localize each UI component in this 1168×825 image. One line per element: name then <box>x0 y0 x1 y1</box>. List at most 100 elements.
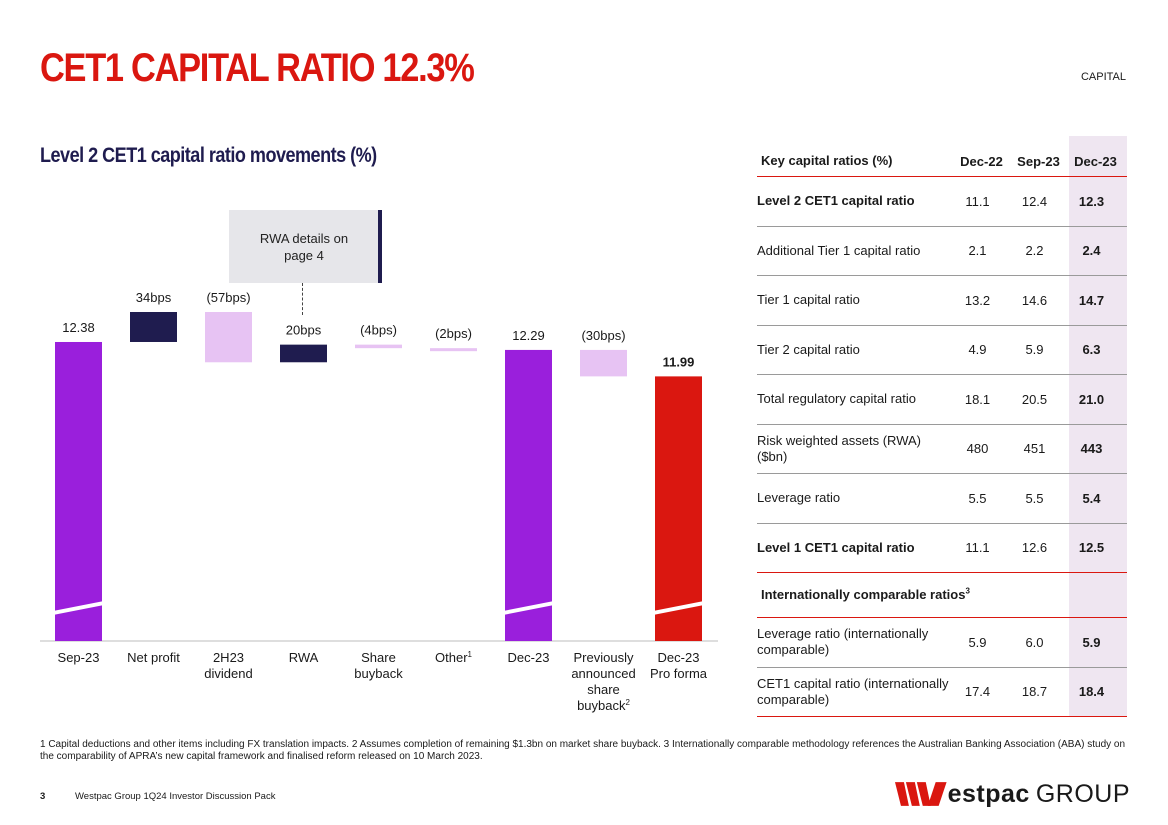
key-capital-ratios-table: Key capital ratios (%) Dec-22 Sep-23 Dec… <box>757 146 1127 717</box>
footnote-ref-3: 3 <box>965 586 970 596</box>
bar-5 <box>430 348 477 352</box>
x-tick-label: RWA <box>289 650 319 665</box>
table-row: Additional Tier 1 capital ratio 2.1 2.2 2.4 <box>757 227 1127 276</box>
table-row: Risk weighted assets (RWA) ($bn) 480 451 44… <box>757 425 1127 474</box>
x-tick-label: share <box>587 682 620 697</box>
cell-dec23: 2.4 <box>1082 243 1101 259</box>
table-header-label: Key capital ratios (%) <box>761 153 893 168</box>
cell-dec23: 21.0 <box>1078 391 1105 407</box>
westpac-w-icon <box>895 782 947 806</box>
table-header-sep23: Sep-23 <box>1017 153 1060 169</box>
document-name: Westpac Group 1Q24 Investor Discussion P… <box>75 791 276 802</box>
x-tick-label: Net profit <box>127 650 180 665</box>
rwa-callout-box: RWA details on page 4 <box>229 210 379 283</box>
cell-dec22: 5.5 <box>968 490 987 506</box>
dec23-column-highlight <box>1069 136 1127 716</box>
cell-sep23: 12.4 <box>1021 193 1048 209</box>
callout-accent-bar <box>378 210 382 283</box>
cell-dec23: 5.9 <box>1082 634 1101 650</box>
cell-dec22: 18.1 <box>964 391 991 407</box>
data-label: 34bps <box>136 290 172 305</box>
cell-dec23: 6.3 <box>1082 342 1101 358</box>
westpac-wordmark: estpac GROUP <box>948 780 1130 809</box>
bar-0 <box>55 341 102 641</box>
cell-sep23: 6.0 <box>1025 634 1044 650</box>
bar-6 <box>505 349 552 641</box>
cell-dec22: 480 <box>966 441 989 457</box>
x-tick-label: buyback <box>354 666 403 681</box>
intl-header-row: Internationally comparable ratios3 <box>757 573 1127 618</box>
cell-sep23: 14.6 <box>1021 292 1048 308</box>
cell-dec22: 4.9 <box>968 342 987 358</box>
row-label: Tier 2 capital ratio <box>757 341 860 357</box>
page-title: CET1 CAPITAL RATIO 12.3% <box>40 46 475 90</box>
data-label: (2bps) <box>435 326 472 341</box>
cell-sep23: 451 <box>1023 441 1046 457</box>
table-row: Level 1 CET1 capital ratio 11.1 12.6 12.5 <box>757 524 1127 573</box>
row-label: Leverage ratio (internationally comparab… <box>757 626 929 658</box>
x-tick-label: buyback2 <box>577 698 630 713</box>
intl-table-body: Leverage ratio (internationally comparab… <box>757 618 1127 717</box>
bar-8 <box>655 376 702 641</box>
table-header-dec23: Dec-23 <box>1074 153 1117 169</box>
footnotes: 1 Capital deductions and other items inc… <box>40 739 1126 762</box>
table-header-dec22: Dec-22 <box>960 153 1003 169</box>
row-label: Level 1 CET1 capital ratio <box>757 539 915 555</box>
data-label: 12.38 <box>62 320 95 335</box>
data-label: (57bps) <box>206 290 250 305</box>
cell-dec23: 443 <box>1080 441 1103 457</box>
bar-3 <box>280 344 327 363</box>
table-row: Leverage ratio 5.5 5.5 5.4 <box>757 474 1127 524</box>
x-tick-label: Previously <box>574 650 634 665</box>
table-row: Tier 2 capital ratio 4.9 5.9 6.3 <box>757 326 1127 375</box>
data-label: 12.29 <box>512 328 545 343</box>
table-row: Leverage ratio (internationally comparab… <box>757 618 1127 668</box>
intl-header-label: Internationally comparable ratios3 <box>757 587 1081 603</box>
cell-dec22: 2.1 <box>968 243 987 259</box>
data-label: (30bps) <box>581 328 625 343</box>
row-label: Leverage ratio <box>757 490 841 506</box>
westpac-logo: estpac GROUP <box>895 778 1130 810</box>
footnote-ref: 1 <box>468 650 473 659</box>
page-number: 3 <box>40 791 46 802</box>
x-tick-label: Other1 <box>435 650 473 665</box>
x-tick-label: dividend <box>204 666 252 681</box>
table-row: Tier 1 capital ratio 13.2 14.6 14.7 <box>757 276 1127 326</box>
cell-dec23: 12.5 <box>1078 540 1105 556</box>
table-row: CET1 capital ratio (internationally comp… <box>757 668 1127 717</box>
data-label: 11.99 <box>663 354 695 369</box>
cell-sep23: 20.5 <box>1021 391 1048 407</box>
chart-title: Level 2 CET1 capital ratio movements (%) <box>40 144 377 167</box>
x-tick-label: announced <box>571 666 635 681</box>
x-tick-label: 2H23 <box>213 650 244 665</box>
data-label: (4bps) <box>360 323 397 338</box>
cell-dec22: 11.1 <box>965 193 990 209</box>
bar-7 <box>580 349 627 377</box>
x-tick-label: Share <box>361 650 396 665</box>
section-label: CAPITAL <box>1080 71 1126 83</box>
row-label: Tier 1 capital ratio <box>757 292 860 308</box>
logo-group-text: GROUP <box>1035 779 1130 808</box>
table-row: Level 2 CET1 capital ratio 11.1 12.4 12.3 <box>757 177 1127 227</box>
logo-wordmark-text: estpac <box>947 779 1030 808</box>
cell-sep23: 5.5 <box>1025 490 1044 506</box>
cell-sep23: 2.2 <box>1025 243 1044 259</box>
waterfall-chart: 12.38 Sep-23 34bps Net profit (57bps) 2H23div… <box>40 290 718 713</box>
table-row: Total regulatory capital ratio 18.1 20.5 21… <box>757 375 1127 425</box>
cell-dec23: 18.4 <box>1078 684 1105 700</box>
cell-sep23: 5.9 <box>1025 342 1044 358</box>
footnote-ref: 2 <box>625 698 630 707</box>
x-tick-label: Pro forma <box>650 666 708 681</box>
row-label: Risk weighted assets (RWA) ($bn) <box>757 432 921 464</box>
cell-dec22: 13.2 <box>964 292 991 308</box>
axis-break-mark <box>53 601 104 615</box>
row-label: Level 2 CET1 capital ratio <box>757 193 915 209</box>
bar-4 <box>355 344 402 349</box>
cell-dec23: 5.4 <box>1082 490 1101 506</box>
data-label: 20bps <box>286 323 322 338</box>
row-label: CET1 capital ratio (internationally comp… <box>757 675 949 707</box>
cell-dec23: 12.3 <box>1078 193 1105 209</box>
bar-2 <box>205 312 252 363</box>
x-tick-label: Dec-23 <box>658 650 700 665</box>
cell-dec22: 11.1 <box>965 540 990 556</box>
